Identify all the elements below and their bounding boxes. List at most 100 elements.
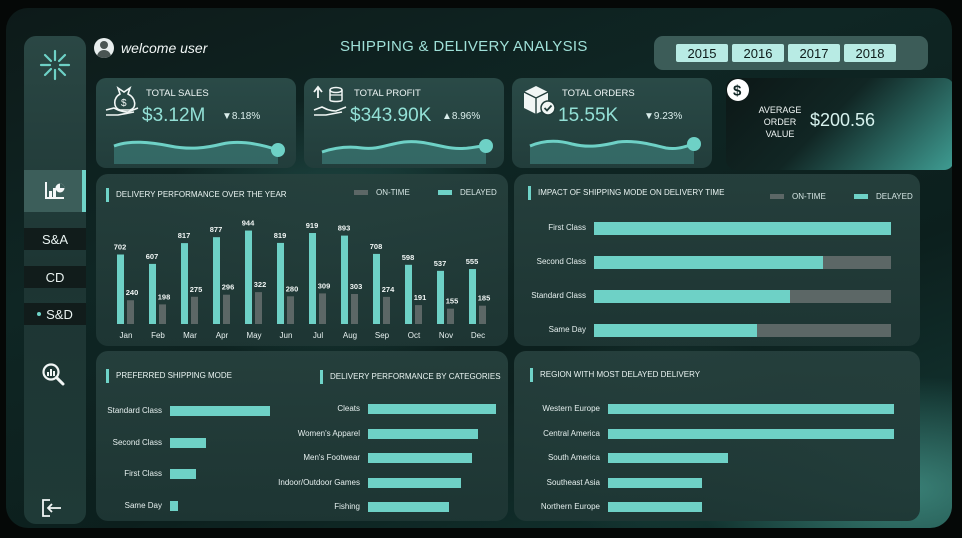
kpi-label: AVERAGE ORDER VALUE: [758, 105, 802, 139]
bar-delayed: [149, 263, 156, 324]
bar: [368, 502, 449, 512]
data-label-delayed: 537: [434, 259, 447, 268]
monthly-delivery-chart: 702 240 Jan 607 198 Feb 817 275 Mar 877 296 Apr 944 3…: [114, 219, 491, 340]
bar: [170, 437, 206, 448]
bar: [368, 453, 472, 463]
search-analytics-icon[interactable]: [41, 362, 67, 388]
bar: [368, 428, 479, 439]
bar: [170, 406, 270, 416]
dollar-coin-icon: $: [727, 79, 749, 101]
sidebar-item-sa[interactable]: S&A: [24, 228, 86, 250]
bar-on-time: [351, 294, 358, 324]
bar-on-time: [415, 305, 422, 324]
legend-label: DELAYED: [876, 192, 913, 201]
sidebar-item-dashboard[interactable]: [24, 170, 86, 212]
y-tick-label: Standard Class: [531, 291, 586, 300]
y-tick-label: First Class: [548, 223, 586, 232]
y-tick-label: Western Europe: [542, 404, 600, 413]
panel-shipping-and-categories: PREFERRED SHIPPING MODE DELIVERY PERFORM…: [96, 351, 508, 521]
data-label-delayed: 944: [242, 219, 255, 228]
user-avatar-icon[interactable]: [94, 38, 114, 58]
panel-delivery-over-year: DELIVERY PERFORMANCE OVER THE YEAR ON-TI…: [96, 174, 508, 346]
data-label-delayed: 702: [114, 243, 127, 252]
bar-delayed: [405, 264, 412, 324]
data-label-on-time: 185: [478, 294, 491, 303]
sidebar-item-cd[interactable]: CD: [24, 266, 86, 288]
kpi-value: $200.56: [810, 110, 876, 130]
x-tick-label: Dec: [471, 331, 485, 340]
bar-delayed: [437, 270, 444, 324]
y-tick-label: Men's Footwear: [303, 453, 360, 462]
data-label-on-time: 274: [382, 285, 395, 294]
year-button-2016[interactable]: 2016: [732, 44, 784, 62]
bar-on-time: [383, 296, 390, 324]
data-label-on-time: 296: [222, 283, 235, 292]
sales-trend-sparkline: [113, 140, 285, 164]
bar-on-time: [790, 290, 891, 303]
data-label-on-time: 309: [318, 281, 331, 290]
bar-on-time: [159, 304, 166, 324]
y-tick-label: South America: [547, 453, 600, 462]
data-label-on-time: 280: [286, 284, 299, 293]
bar: [170, 469, 196, 479]
user-greeting: welcome user: [94, 38, 207, 58]
data-label-delayed: 598: [402, 253, 415, 262]
svg-text:$: $: [733, 83, 742, 100]
data-label-on-time: 191: [414, 293, 427, 302]
year-slicer: 2015 2016 2017 2018: [654, 36, 928, 70]
orders-trend-sparkline: [529, 137, 701, 164]
bar-delayed: [341, 235, 348, 324]
welcome-text: welcome user: [121, 40, 208, 56]
data-label-on-time: 322: [254, 280, 267, 289]
y-tick-label: Second Class: [536, 257, 586, 266]
logout-icon[interactable]: [40, 498, 64, 518]
bar: [368, 477, 462, 488]
order-box-check-icon: [523, 86, 556, 116]
x-tick-label: Jun: [280, 331, 293, 340]
bar-on-time: [127, 300, 134, 324]
x-tick-label: Oct: [408, 331, 421, 340]
x-tick-label: Jul: [313, 331, 323, 340]
chart-title: IMPACT OF SHIPPING MODE ON DELIVERY TIME: [527, 186, 725, 200]
x-tick-label: Nov: [439, 331, 453, 340]
legend-swatch: [854, 194, 868, 199]
data-label-delayed: 919: [306, 221, 319, 230]
bar-delayed: [309, 233, 316, 324]
bar-delayed: [594, 324, 758, 337]
x-tick-label: Mar: [183, 331, 197, 340]
x-tick-label: Sep: [375, 331, 390, 340]
kpi-total-profit: TOTAL PROFIT $343.90K ▲8.96%: [304, 78, 504, 168]
data-label-on-time: 198: [158, 292, 171, 301]
year-button-2018[interactable]: 2018: [844, 44, 896, 62]
year-button-2017[interactable]: 2017: [788, 44, 840, 62]
sidebar-item-sd[interactable]: S&D: [24, 303, 86, 325]
kpi-value: $3.12M: [142, 105, 206, 126]
y-tick-label: Same Day: [548, 325, 586, 334]
x-tick-label: Jan: [120, 331, 133, 340]
data-label-on-time: 275: [190, 285, 203, 294]
page-title: SHIPPING & DELIVERY ANALYSIS: [340, 38, 588, 55]
bar-on-time: [447, 308, 454, 324]
bar-on-time: [191, 296, 198, 324]
legend-on-time: ON-TIME: [770, 192, 826, 201]
chart-title: PREFERRED SHIPPING MODE: [105, 369, 233, 383]
panel-shipping-mode-impact: IMPACT OF SHIPPING MODE ON DELIVERY TIME…: [514, 174, 920, 346]
y-tick-label: Women's Apparel: [297, 428, 360, 438]
data-label-delayed: 607: [146, 252, 159, 261]
legend-on-time: ON-TIME: [354, 188, 410, 197]
legend-swatch: [354, 190, 368, 195]
data-label-delayed: 877: [210, 225, 223, 234]
y-tick-label: Standard Class: [107, 406, 162, 415]
data-label-delayed: 708: [370, 242, 383, 251]
year-button-2015[interactable]: 2015: [676, 44, 728, 62]
bar-on-time: [319, 293, 326, 324]
shipping-mode-impact-chart: First Class Second Class Standard Class Sam…: [514, 174, 920, 346]
legend-delayed: DELAYED: [854, 192, 913, 201]
data-label-delayed: 817: [178, 231, 191, 240]
profit-hand-icon: [313, 85, 347, 116]
bar-on-time: [757, 324, 891, 337]
bar: [608, 502, 703, 512]
chart-title: REGION WITH MOST DELAYED DELIVERY: [529, 368, 701, 382]
data-label-on-time: 155: [446, 297, 459, 306]
dashboard: S&A CD S&D welcome user SHIPPING & DELIV…: [6, 8, 952, 528]
